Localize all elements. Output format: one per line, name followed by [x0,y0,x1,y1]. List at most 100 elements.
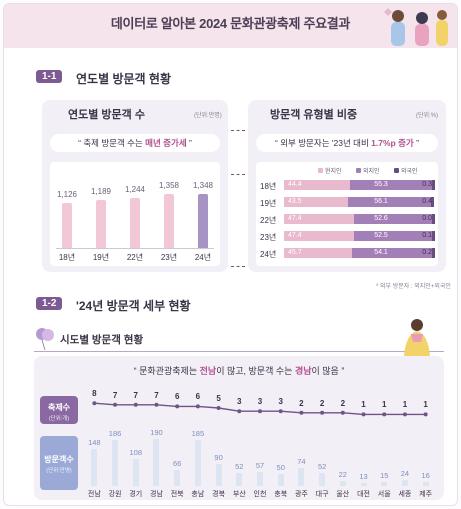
visitor-bar [236,473,243,486]
line-point [402,412,407,417]
regional-panel: “ 문화관광축제는 전남이 많고, 방문객 수는 경남이 많음 ” 축제수 (단… [34,356,444,500]
stacked-segment [431,231,435,241]
festival-count-value: 7 [112,390,118,400]
subsection-title: 시도별 방문객 현황 [60,334,144,346]
line-point [361,412,366,417]
segment-value: 0.0 [422,215,432,222]
bar-value-label: 1,244 [124,185,146,195]
row-label: 18년 [260,182,277,191]
segment-value: 56.1 [374,198,388,205]
visitor-value: 52 [317,462,327,471]
visitor-bar [277,473,284,486]
stacked-segment [284,231,355,241]
legend-label: 외국인 [401,169,418,175]
segment-value: 0.3 [422,181,432,188]
segment-value: 44.4 [288,181,302,188]
festival-count-value: 1 [382,400,387,410]
stacked-segment [432,214,435,224]
visitor-count-tag: 방문객수 (단위:만명) [40,436,78,490]
visitor-bar [298,467,305,486]
festival-count-value: 8 [92,389,97,399]
bar [96,200,106,248]
stacked-segment [431,180,435,190]
visitor-value: 52 [235,462,244,471]
region-label: 경북 [212,491,226,498]
panel-title: 방문객 유형별 비중 [270,109,358,121]
header-banner: 데이터로 알아본 2024 문화관광축제 주요결과 [4,4,457,48]
segment-value: 52.5 [374,232,388,239]
festival-count-value: 7 [133,390,138,400]
line-point [278,409,283,414]
baseline [56,248,214,249]
connector-line [231,266,245,267]
headline-pill: “ 외부 방문자는 '23년 대비 1.7%p 증가 ” [256,134,438,152]
section-badge-1-1: 1-1 [36,70,63,83]
festival-count-value: 1 [402,400,408,410]
region-label: 인천 [253,491,267,498]
headline-pill: “ 축제 방문객 수는 매년 증가세 ” [50,134,220,152]
row-label: 22년 [260,216,277,225]
headline-highlight-1: 전남 [199,366,217,376]
visitor-value: 108 [129,448,142,457]
bar-chart-area: 1,126 18년 1,189 19년 1,244 22년 1,358 23년 1,348 24년 [50,162,220,266]
visitor-value: 190 [150,427,163,437]
panel-title: 연도별 방문객 수 [68,109,145,121]
line-point [175,404,180,409]
visitor-bar [360,482,367,486]
connector-line [231,130,245,131]
segment-value: 47.4 [288,215,302,222]
visitor-bar [381,482,388,486]
visitor-value: 16 [421,471,430,480]
bar-value-label: 1,348 [192,181,214,191]
visitor-value: 186 [108,428,122,438]
festival-count-value: 2 [299,398,304,408]
stacked-segment [284,197,349,207]
line-point [320,410,325,415]
region-label: 경기 [129,491,143,498]
festival-count-value: 1 [361,400,366,410]
subsection-divider [34,351,444,352]
festival-count-value: 1 [423,400,428,410]
visitor-value: 185 [191,428,205,438]
unit-label: (단위:만명) [194,113,222,119]
headline-text-mid: 이 많고, 방문객 수는 [216,366,295,376]
visitor-value: 74 [297,456,306,466]
segment-value: 0.4 [422,198,432,205]
visitor-value: 57 [255,460,265,470]
section-title-1-2: '24년 방문객 세부 현황 [76,299,191,313]
headline-text-end: ” [413,138,419,148]
region-label: 서울 [377,491,391,498]
stacked-segment [431,197,435,207]
visitor-bar [401,480,408,486]
headline-highlight: 매년 증가세 [145,138,187,148]
region-label: 제주 [419,491,433,498]
visitor-bar [194,439,201,486]
tag-label: 방문객수 [44,455,74,464]
visitor-bar [422,482,429,486]
stacked-segment [349,180,432,190]
headline-text: “ 축제 방문객 수는 [78,138,146,148]
festival-count-value: 3 [257,397,263,407]
line-point [340,410,345,415]
legend-swatch [318,168,323,173]
region-label: 충북 [274,491,288,498]
line-point [423,412,428,417]
headline-highlight: 1.7%p 증가 [371,138,414,148]
bar [164,193,174,248]
stacked-segment [284,214,355,224]
festival-count-line [92,401,428,417]
region-label: 충남 [191,491,205,498]
region-label: 대전 [357,491,370,498]
region-label: 전북 [170,491,184,498]
segment-value: 0.2 [422,249,432,256]
headline-text-end: ” [186,138,192,148]
region-label: 세종 [398,491,412,498]
bar-category-label: 23년 [160,253,178,262]
region-label: 광주 [294,491,308,498]
visitor-value: 148 [88,438,101,447]
segment-value: 0.1 [422,232,432,239]
stacked-segment [351,248,432,258]
segment-value: 54.1 [374,249,388,256]
row-label: 24년 [260,250,277,259]
festival-count-tag: 축제수 (단위:개) [40,396,78,424]
